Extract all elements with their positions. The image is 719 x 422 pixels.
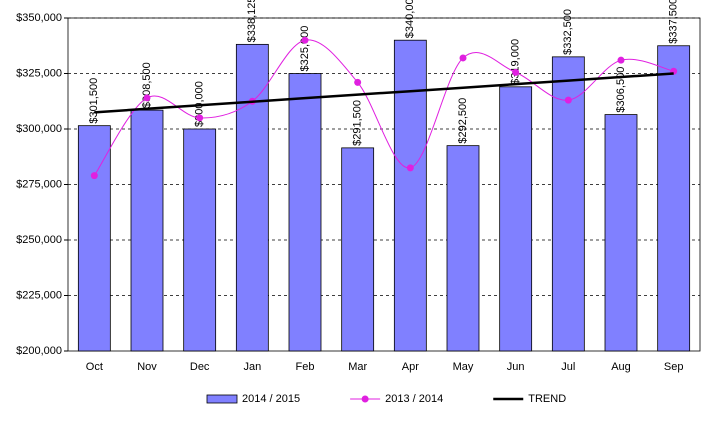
series-line	[93, 39, 674, 176]
y-tick-label: $275,000	[16, 178, 62, 190]
data-label: $292,500	[457, 98, 469, 144]
y-tick-label: $200,000	[16, 345, 62, 357]
line-marker	[354, 78, 362, 86]
x-tick-label: Feb	[296, 361, 315, 373]
line-marker	[512, 68, 520, 76]
data-label: $306,500	[615, 67, 627, 113]
y-tick-label: $350,000	[16, 12, 62, 24]
line-marker	[301, 36, 309, 44]
line-marker	[143, 94, 151, 102]
bar	[551, 56, 585, 352]
x-tick-label: Jul	[561, 361, 575, 373]
y-tick-label: $300,000	[16, 123, 62, 135]
bar	[341, 147, 375, 352]
x-tick-label: Apr	[402, 361, 419, 373]
bar	[657, 45, 691, 352]
x-tick-label: Dec	[190, 361, 210, 373]
data-label: $337,500	[668, 0, 680, 44]
line-marker	[459, 54, 467, 62]
x-tick-label: Jun	[507, 361, 525, 373]
x-tick-label: Nov	[137, 361, 157, 373]
line-marker	[196, 114, 204, 122]
bar	[235, 43, 269, 352]
x-tick-label: Mar	[348, 361, 367, 373]
plot-frame	[67, 17, 701, 352]
bar	[499, 86, 533, 352]
data-label: $319,000	[510, 39, 522, 85]
bar	[446, 145, 480, 352]
legend-label: 2013 / 2014	[385, 393, 443, 405]
x-tick-label: Jan	[243, 361, 261, 373]
bar	[393, 39, 427, 352]
x-tick-label: Aug	[611, 361, 631, 373]
y-tick-label: $250,000	[16, 234, 62, 246]
legend-marker	[361, 395, 369, 403]
line-marker	[406, 164, 414, 172]
data-label: $301,500	[88, 78, 100, 124]
data-label: $332,500	[562, 9, 574, 55]
data-label: $340,000	[404, 0, 416, 38]
bar	[288, 73, 322, 352]
line-marker	[564, 96, 572, 104]
data-label: $291,500	[352, 100, 364, 146]
line-marker	[90, 172, 98, 180]
y-tick-label: $225,000	[16, 289, 62, 301]
x-tick-label: Sep	[664, 361, 684, 373]
y-tick-label: $325,000	[16, 67, 62, 79]
bar	[77, 125, 111, 352]
legend-swatch	[206, 394, 238, 404]
bar	[604, 114, 638, 352]
legend-label: 2014 / 2015	[242, 393, 300, 405]
line-marker	[617, 56, 625, 64]
trend-line	[94, 72, 674, 114]
data-label: $325,000	[299, 26, 311, 72]
x-tick-label: Oct	[86, 361, 103, 373]
x-tick-label: May	[453, 361, 474, 373]
bar	[130, 109, 164, 352]
legend-label: TREND	[528, 393, 566, 405]
bar	[183, 128, 217, 352]
data-label: $338,125	[246, 0, 258, 42]
